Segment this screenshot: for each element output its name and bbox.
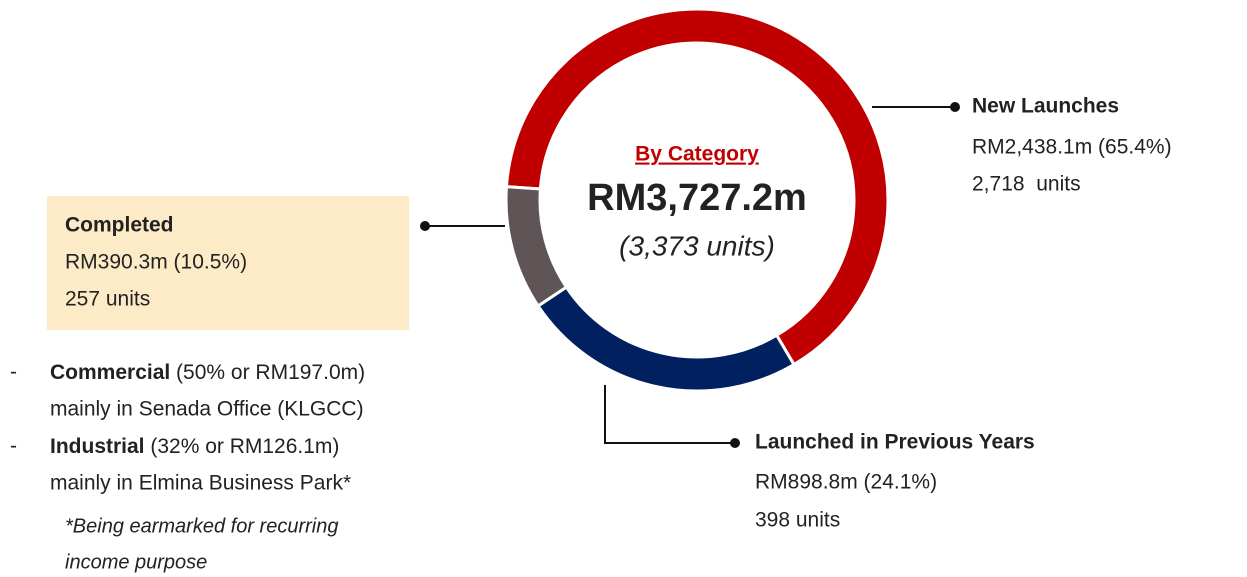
center-title: By Category (635, 143, 759, 166)
label-value: RM2,438.1m (65.4%) (972, 136, 1172, 159)
breakdown-detail: mainly in Elmina Business Park* (50, 472, 351, 495)
connectors (420, 102, 960, 448)
breakdown-detail: mainly in Senada Office (KLGCC) (50, 398, 364, 421)
label-title: Launched in Previous Years (755, 431, 1035, 454)
bullet: - (10, 361, 17, 384)
donut (504, 7, 890, 393)
breakdown-line: Commercial (50% or RM197.0m) (50, 361, 365, 384)
donut-slice (504, 7, 890, 367)
breakdown-share: (32% or RM126.1m) (145, 435, 340, 458)
label-value: RM390.3m (10.5%) (65, 251, 247, 274)
breakdown-name: Industrial (50, 435, 145, 458)
bullet: - (10, 435, 17, 458)
breakdown-share: (50% or RM197.0m) (170, 361, 365, 384)
footnote: income purpose (65, 551, 207, 573)
completed-box (47, 196, 409, 330)
label-title: Completed (65, 214, 174, 237)
label-units: 398 units (755, 509, 840, 532)
donut-slice (504, 185, 569, 309)
breakdown-line: Industrial (32% or RM126.1m) (50, 435, 339, 458)
label-title: New Launches (972, 95, 1119, 118)
center-value: RM3,727.2m (587, 177, 807, 219)
label-units: 2,718 units (972, 173, 1081, 196)
label-value: RM898.8m (24.1%) (755, 471, 937, 494)
footnote: *Being earmarked for recurring (65, 515, 338, 537)
label-units: 257 units (65, 288, 150, 311)
breakdown-name: Commercial (50, 361, 170, 384)
center-subtitle: (3,373 units) (619, 230, 775, 261)
donut-slice (536, 285, 797, 393)
